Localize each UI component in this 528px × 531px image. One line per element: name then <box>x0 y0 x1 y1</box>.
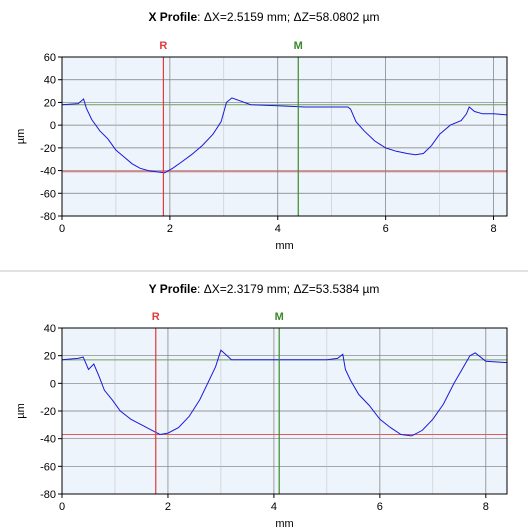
marker-r-label[interactable]: R <box>152 311 160 323</box>
x-profile-panel: X Profile: ΔX=2.5159 mm; ΔZ=58.0802 µm 6… <box>15 10 508 252</box>
x-tick-label: 8 <box>490 223 496 235</box>
y-tick-label: -80 <box>40 211 56 223</box>
profile-series-line <box>61 97 508 174</box>
y-tick-label: 20 <box>44 351 56 363</box>
plot-frame <box>61 56 508 217</box>
y-tick-label: 60 <box>44 52 56 64</box>
x-tick-label: 0 <box>59 223 65 235</box>
y-tick-label: -80 <box>40 489 56 501</box>
x-axis-label: mm <box>275 240 293 252</box>
x-tick-label: 6 <box>383 223 389 235</box>
plot-frame <box>61 327 508 495</box>
y-profile-panel: Y Profile: ΔX=2.3179 mm; ΔZ=53.5384 µm 4… <box>0 272 528 531</box>
marker-m-label[interactable]: M <box>275 311 284 323</box>
profile-series-line <box>61 349 508 437</box>
x-profile-title: X Profile: ΔX=2.5159 mm; ΔZ=58.0802 µm <box>148 10 380 24</box>
x-tick-label: 4 <box>275 223 281 235</box>
x-tick-label: 0 <box>59 501 65 513</box>
x-tick-label: 2 <box>167 223 173 235</box>
y-tick-label: 40 <box>44 323 56 335</box>
y-profile-title: Y Profile: ΔX=2.3179 mm; ΔZ=53.5384 µm <box>148 282 380 296</box>
y-tick-label: -40 <box>40 434 56 446</box>
y-tick-label: -60 <box>40 188 56 200</box>
y-axis-label: µm <box>15 129 27 145</box>
y-tick-label: -20 <box>40 143 56 155</box>
x-tick-label: 4 <box>271 501 277 513</box>
marker-r-label[interactable]: R <box>159 40 167 52</box>
panel-divider <box>0 269 528 272</box>
x-tick-label: 8 <box>483 501 489 513</box>
y-tick-label: 0 <box>50 120 56 132</box>
y-tick-label: 20 <box>44 97 56 109</box>
y-tick-label: -60 <box>40 461 56 473</box>
y-tick-label: 0 <box>50 378 56 390</box>
y-tick-label: -20 <box>40 406 56 418</box>
marker-m-label[interactable]: M <box>294 40 303 52</box>
x-tick-label: 6 <box>377 501 383 513</box>
y-tick-label: 40 <box>44 75 56 87</box>
x-axis-label: mm <box>275 518 293 530</box>
y-tick-label: -40 <box>40 166 56 178</box>
y-axis-label: µm <box>15 403 27 419</box>
x-tick-label: 2 <box>165 501 171 513</box>
plot-area <box>62 57 507 216</box>
